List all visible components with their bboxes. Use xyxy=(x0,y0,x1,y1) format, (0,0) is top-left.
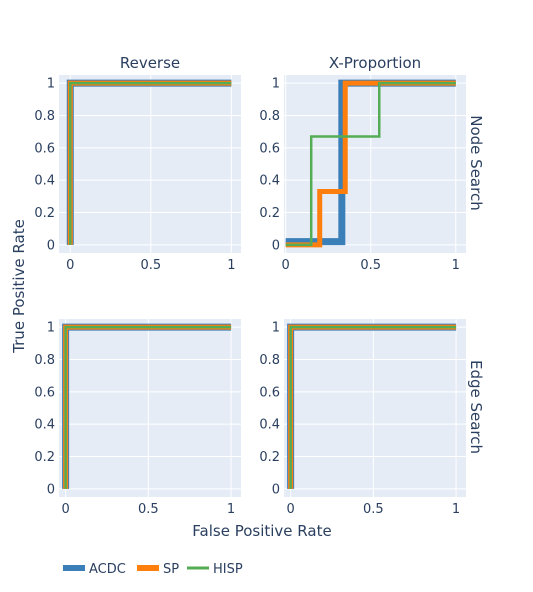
legend-label-sp: SP xyxy=(163,562,179,577)
y-tick-label: 1 xyxy=(47,77,55,92)
y-tick-label: 1 xyxy=(272,77,280,92)
y-tick-label: 0.6 xyxy=(259,141,280,156)
y-tick-label: 0.8 xyxy=(34,109,55,124)
y-tick-label: 0.4 xyxy=(259,418,280,433)
x-tick-label: 1 xyxy=(452,502,460,517)
y-tick-label: 0.2 xyxy=(34,206,55,221)
y-tick-label: 0.8 xyxy=(34,353,55,368)
row-label-node-search: Node Search xyxy=(467,115,485,210)
series-group xyxy=(285,79,456,248)
subplot-2: 0 0.2 0.4 0.6 0.8 1 0 0.5 1 X-Proportion xyxy=(259,54,466,273)
y-tick-label: 1 xyxy=(47,321,55,336)
series-line-hisp xyxy=(69,81,232,245)
legend-item-hisp[interactable]: HISP xyxy=(187,562,243,577)
subplot-4: 0 0.2 0.4 0.6 0.8 1 0 0.5 1 xyxy=(259,319,466,517)
subplot-3: 0 0.2 0.4 0.6 0.8 1 0 0.5 1 xyxy=(34,319,241,517)
x-axis-title: False Positive Rate xyxy=(192,522,331,540)
x-tick-label: 0 xyxy=(66,258,74,273)
legend-label-hisp: HISP xyxy=(213,562,243,577)
y-axis-title: True Positive Rate xyxy=(10,219,28,354)
series-line-hisp xyxy=(289,325,457,489)
y-tick-label: 0.4 xyxy=(34,418,55,433)
subplot-1: 0 0.2 0.4 0.6 0.8 1 0 0.5 1 Reverse xyxy=(34,54,241,273)
series-group xyxy=(287,323,457,489)
x-tick-label: 1 xyxy=(227,502,235,517)
series-group xyxy=(66,79,232,245)
subplot-title: Reverse xyxy=(120,54,180,72)
x-tick-label: 0 xyxy=(61,502,69,517)
x-tick-label: 0 xyxy=(286,502,294,517)
plot-background xyxy=(59,75,241,253)
x-tick-label: 1 xyxy=(452,258,460,273)
x-tick-label: 0.5 xyxy=(140,258,161,273)
y-tick-label: 0.6 xyxy=(34,385,55,400)
y-tick-label: 0.8 xyxy=(259,109,280,124)
y-tick-label: 0 xyxy=(272,238,280,253)
legend-item-sp[interactable]: SP xyxy=(137,562,179,577)
subplot-title: X-Proportion xyxy=(329,54,421,72)
y-tick-label: 0 xyxy=(47,238,55,253)
y-tick-label: 0.6 xyxy=(259,385,280,400)
legend: ACDC SP HISP xyxy=(63,562,243,577)
y-tick-label: 0.4 xyxy=(34,174,55,189)
y-tick-label: 0.2 xyxy=(259,450,280,465)
y-tick-label: 0 xyxy=(47,482,55,497)
x-tick-label: 0.5 xyxy=(363,502,384,517)
y-tick-label: 0.2 xyxy=(34,450,55,465)
legend-item-acdc[interactable]: ACDC xyxy=(63,562,126,577)
x-tick-label: 0.5 xyxy=(138,502,159,517)
series-line-hisp xyxy=(285,81,456,247)
plot-background xyxy=(284,75,466,253)
x-tick-label: 1 xyxy=(227,258,235,273)
series-line-sp xyxy=(285,80,456,248)
series-line-hisp xyxy=(64,325,232,489)
x-tick-label: 0 xyxy=(282,258,290,273)
y-tick-label: 0.2 xyxy=(259,206,280,221)
y-tick-label: 0.4 xyxy=(259,174,280,189)
series-group xyxy=(62,323,232,489)
row-label-edge-search: Edge Search xyxy=(467,360,485,454)
y-tick-label: 0.8 xyxy=(259,353,280,368)
x-tick-label: 0.5 xyxy=(360,258,381,273)
plot-background xyxy=(284,319,466,497)
plot-background xyxy=(59,319,241,497)
legend-label-acdc: ACDC xyxy=(89,562,126,577)
y-tick-label: 0.6 xyxy=(34,141,55,156)
y-tick-label: 1 xyxy=(272,321,280,336)
y-tick-label: 0 xyxy=(272,482,280,497)
